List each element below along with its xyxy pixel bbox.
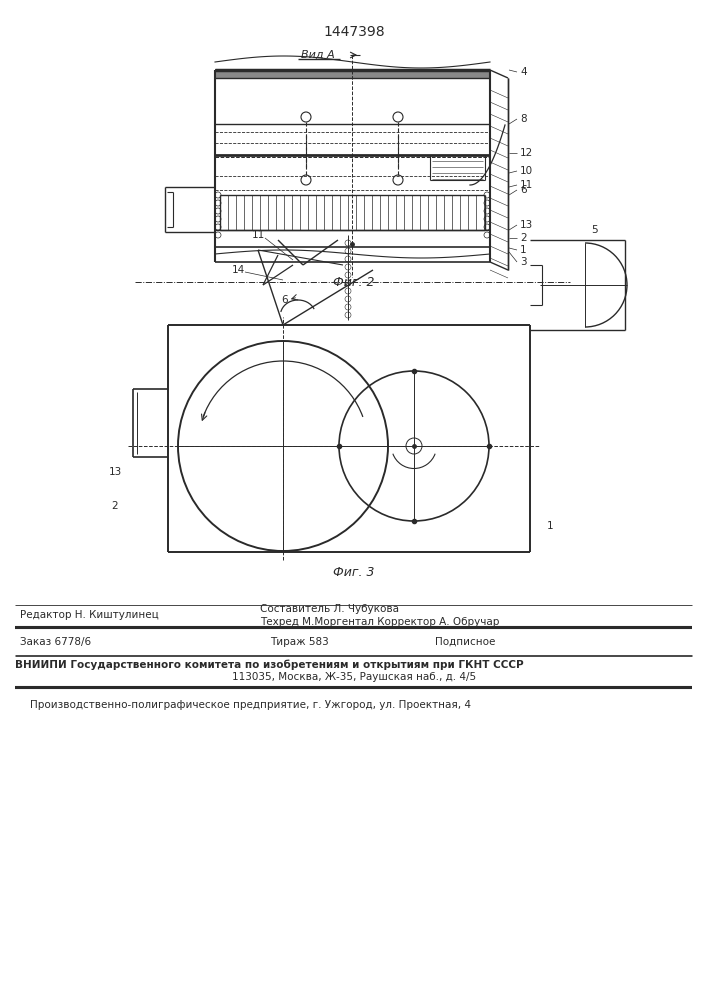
Text: 11: 11 — [520, 180, 533, 190]
Text: 1: 1 — [547, 521, 554, 531]
Text: 14: 14 — [231, 265, 245, 275]
Text: Редактор Н. Киштулинец: Редактор Н. Киштулинец — [20, 610, 159, 620]
Text: 1: 1 — [520, 245, 527, 255]
Polygon shape — [215, 70, 490, 78]
Text: 8: 8 — [520, 114, 527, 124]
Text: Техред М.Моргентал Корректор А. Обручар: Техред М.Моргентал Корректор А. Обручар — [260, 617, 499, 627]
Text: 3: 3 — [520, 257, 527, 267]
Text: 6: 6 — [520, 185, 527, 195]
Text: 4: 4 — [520, 67, 527, 77]
Text: Фиг. 2: Фиг. 2 — [333, 275, 375, 288]
Text: Производственно-полиграфическое предприятие, г. Ужгород, ул. Проектная, 4: Производственно-полиграфическое предприя… — [30, 700, 471, 710]
Text: 2: 2 — [112, 501, 118, 511]
Text: 5: 5 — [592, 225, 598, 235]
Text: 10: 10 — [520, 166, 533, 176]
Text: 12: 12 — [520, 148, 533, 158]
Text: 11: 11 — [252, 230, 264, 240]
Text: Вид А: Вид А — [301, 50, 335, 60]
Text: 1447398: 1447398 — [323, 25, 385, 39]
Text: Заказ 6778/6: Заказ 6778/6 — [20, 637, 91, 647]
Text: 2: 2 — [520, 233, 527, 243]
Text: 113035, Москва, Ж-35, Раушская наб., д. 4/5: 113035, Москва, Ж-35, Раушская наб., д. … — [232, 672, 476, 682]
Text: Фиг. 3: Фиг. 3 — [333, 566, 375, 580]
Text: ВНИИПИ Государственного комитета по изобретениям и открытиям при ГКНТ СССР: ВНИИПИ Государственного комитета по изоб… — [15, 660, 524, 670]
Text: Составитель Л. Чубукова: Составитель Л. Чубукова — [260, 604, 399, 614]
Text: Тираж 583: Тираж 583 — [270, 637, 329, 647]
Text: 6: 6 — [281, 295, 288, 305]
Text: Подписное: Подписное — [435, 637, 496, 647]
Text: 13: 13 — [108, 467, 122, 477]
Text: 13: 13 — [520, 220, 533, 230]
